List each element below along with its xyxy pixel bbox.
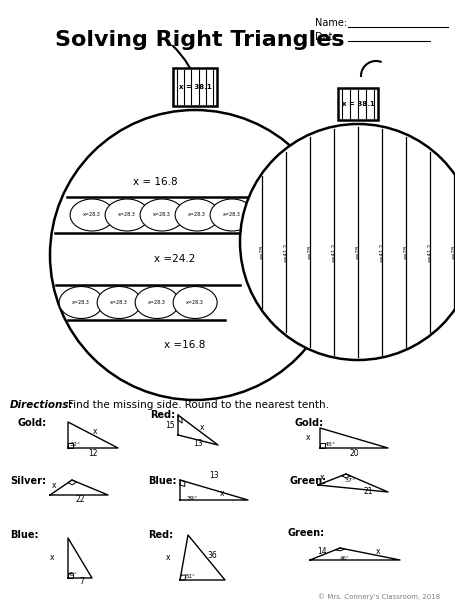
Text: x=28.3: x=28.3 (258, 213, 275, 218)
Text: x=28.3: x=28.3 (118, 213, 136, 218)
Text: x=28: x=28 (307, 245, 312, 259)
Text: 7: 7 (79, 578, 84, 587)
Ellipse shape (210, 199, 253, 231)
Bar (172, 68, 217, 106)
Text: 13: 13 (209, 471, 218, 480)
Text: x=28.3: x=28.3 (186, 300, 204, 305)
Text: Green:: Green: (288, 528, 324, 538)
Text: Blue:: Blue: (148, 476, 176, 486)
Text: 20: 20 (349, 449, 358, 457)
Text: © Mrs. Connery’s Classroom, 2018: © Mrs. Connery’s Classroom, 2018 (317, 593, 439, 600)
Text: x: x (50, 553, 54, 562)
Text: 45°: 45° (324, 443, 335, 447)
Text: 51°: 51° (185, 573, 194, 578)
Text: Red:: Red: (148, 530, 173, 540)
Text: Date:: Date: (314, 32, 341, 42)
Text: Find the missing side. Round to the nearest tenth.: Find the missing side. Round to the near… (68, 400, 328, 410)
Ellipse shape (245, 199, 288, 231)
Text: x: x (319, 472, 324, 482)
Text: 36: 36 (207, 551, 217, 561)
Text: x =16.8: x =16.8 (164, 340, 205, 350)
Text: x: x (219, 489, 224, 499)
Circle shape (239, 124, 455, 360)
Text: Silver:: Silver: (10, 476, 46, 486)
Text: 45°: 45° (68, 573, 78, 578)
Text: x: x (375, 547, 379, 556)
Text: 39°: 39° (186, 496, 197, 500)
Text: x: x (199, 424, 204, 432)
Text: Green:: Green: (289, 476, 326, 486)
Text: 46°: 46° (339, 556, 349, 561)
Text: x=28.3: x=28.3 (153, 213, 171, 218)
Text: Solving Right Triangles: Solving Right Triangles (55, 30, 344, 50)
Text: 14: 14 (317, 547, 326, 556)
Text: x=28.3: x=28.3 (110, 300, 128, 305)
Text: x=28.3: x=28.3 (188, 213, 206, 218)
Ellipse shape (173, 286, 217, 319)
Text: x=28.3: x=28.3 (72, 300, 90, 305)
Text: x=28: x=28 (259, 245, 264, 259)
Ellipse shape (105, 199, 149, 231)
Text: Name:: Name: (314, 18, 346, 28)
Text: x=41.2: x=41.2 (331, 243, 336, 261)
Text: Blue:: Blue: (10, 530, 38, 540)
Text: Gold:: Gold: (294, 418, 324, 428)
Bar (337, 88, 377, 120)
Text: x: x (51, 480, 56, 489)
Text: Red:: Red: (150, 410, 175, 420)
Text: x=28.3: x=28.3 (222, 213, 241, 218)
Bar (337, 88, 377, 120)
Text: x: x (165, 553, 170, 562)
Text: x = 38.1: x = 38.1 (178, 84, 211, 90)
Text: Gold:: Gold: (18, 418, 47, 428)
Ellipse shape (175, 199, 218, 231)
Text: x = 16.8: x = 16.8 (132, 177, 177, 187)
Ellipse shape (59, 286, 103, 319)
Text: x=41.2: x=41.2 (283, 243, 288, 261)
Text: 22: 22 (75, 494, 85, 503)
Text: 12: 12 (88, 449, 97, 457)
Text: 37°: 37° (344, 477, 355, 483)
Text: x=28: x=28 (450, 245, 455, 259)
Ellipse shape (97, 286, 141, 319)
Text: 15: 15 (165, 421, 174, 429)
Ellipse shape (70, 199, 114, 231)
Text: x=28: x=28 (403, 245, 408, 259)
Text: x=28: x=28 (355, 245, 360, 259)
Text: x=41.2: x=41.2 (426, 243, 431, 261)
Text: 13: 13 (193, 438, 202, 447)
Text: x: x (92, 427, 97, 437)
Ellipse shape (140, 199, 184, 231)
Text: 32°: 32° (69, 443, 81, 447)
Ellipse shape (135, 286, 179, 319)
Text: x: x (305, 432, 309, 441)
Text: x=28.3: x=28.3 (83, 213, 101, 218)
Text: x = 38.1: x = 38.1 (341, 101, 374, 107)
Text: Directions:: Directions: (10, 400, 73, 410)
Text: x=41.2: x=41.2 (379, 243, 384, 261)
Text: x=28.3: x=28.3 (148, 300, 166, 305)
Text: 21: 21 (363, 488, 372, 497)
Text: x =24.2: x =24.2 (154, 254, 195, 264)
